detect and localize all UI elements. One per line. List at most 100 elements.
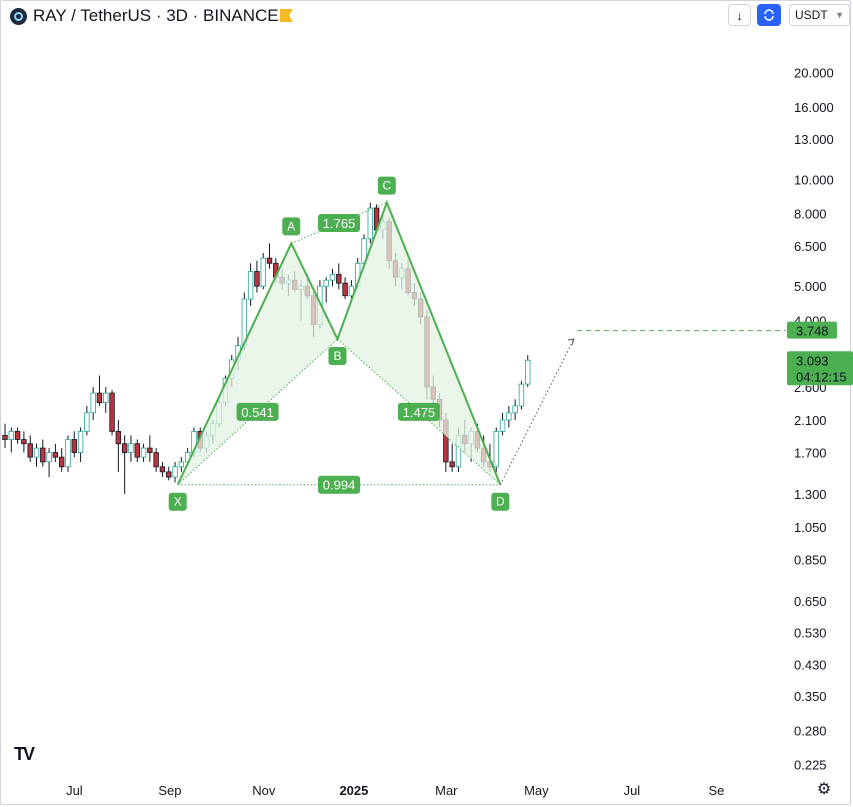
point-badge-x[interactable] [168, 492, 187, 511]
symbol-logo-icon [10, 8, 27, 25]
point-label-c: C [382, 179, 391, 193]
candle-body [58, 456, 65, 468]
candle-body [21, 439, 27, 445]
candle-body [109, 392, 115, 432]
candle-body [8, 430, 14, 440]
candle-body [367, 207, 373, 240]
target-price-label: 3.748 [796, 324, 829, 339]
ratio-badge[interactable] [236, 402, 279, 421]
candle-body [96, 392, 103, 404]
candle-body [518, 383, 525, 407]
candle-body [115, 430, 122, 445]
candle-body [46, 452, 52, 463]
candle-body [166, 471, 172, 478]
sync-icon [764, 9, 774, 21]
currency-select[interactable]: USDT ▼ [789, 4, 850, 26]
y-tick-label: 1.700 [794, 446, 827, 461]
y-tick-label: 8.000 [794, 207, 827, 222]
arrow-down-icon: ↓ [736, 7, 743, 23]
y-tick-label: 0.850 [794, 552, 827, 567]
tradingview-logo[interactable]: TV [14, 744, 35, 764]
candle-body [65, 439, 71, 468]
x-tick-label: Sep [158, 783, 181, 798]
candle-body [71, 439, 77, 453]
candle-body [84, 412, 90, 432]
candle-body [90, 392, 96, 414]
x-tick-label: Se [708, 783, 724, 798]
pattern-fill-bcd [337, 202, 501, 485]
candle-body [493, 430, 499, 468]
ratio-label: 0.541 [241, 405, 274, 420]
point-label-a: A [287, 219, 295, 233]
candle-body [348, 285, 355, 297]
download-button[interactable]: ↓ [728, 4, 751, 26]
x-tick-label: Jul [66, 783, 83, 798]
y-tick-label: 13.000 [794, 132, 834, 147]
y-tick-label: 1.050 [794, 520, 827, 535]
pattern-legs[interactable] [176, 199, 502, 486]
candle-body [506, 412, 512, 421]
projection-arrow-icon [567, 338, 575, 346]
x-tick-label: May [524, 783, 549, 798]
candle-body [103, 392, 109, 404]
point-badge-b[interactable] [328, 347, 347, 366]
point-badge-c[interactable] [377, 176, 396, 195]
pattern-fill-xab [177, 243, 338, 485]
point-badge-a[interactable] [282, 217, 301, 236]
candle-body [27, 443, 33, 458]
last-price-badge [787, 351, 853, 386]
candle-body [512, 405, 518, 414]
candle-body [525, 359, 531, 385]
candle-body [33, 447, 40, 458]
symbol-title[interactable]: RAY / TetherUS · 3D · BINANCE [33, 6, 279, 25]
x-tick-label: Mar [435, 783, 458, 798]
currency-label: USDT [795, 8, 828, 22]
candle-body [14, 430, 21, 440]
candle-body [172, 466, 178, 478]
chart-header: RAY / TetherUS · 3D · BINANCE ↓ USDT ▼ [0, 0, 853, 32]
point-label-d: D [496, 495, 505, 509]
y-tick-label: 6.500 [794, 239, 827, 254]
candle-body [323, 279, 329, 287]
candle-body [336, 273, 342, 284]
y-tick-label: 10.000 [794, 172, 834, 187]
candle-body [153, 452, 159, 468]
candle-body [247, 271, 254, 300]
candle-body [266, 257, 273, 264]
settings-gear-icon[interactable]: ⚙ [816, 781, 832, 798]
ratio-badge[interactable] [318, 213, 361, 232]
last-price-label: 3.093 [796, 353, 829, 368]
candle-body [2, 434, 8, 440]
x-tick-label: 2025 [339, 783, 368, 798]
candle-body [159, 466, 166, 473]
countdown-label: 04:12:15 [796, 369, 847, 384]
x-tick-label: Nov [252, 783, 276, 798]
y-tick-label: 20.000 [794, 65, 834, 80]
point-label-x: X [174, 495, 182, 509]
y-tick-label: 5.000 [794, 279, 827, 294]
sync-button[interactable] [757, 4, 781, 26]
ratio-badge[interactable] [397, 402, 440, 421]
point-badge-d[interactable] [491, 492, 510, 511]
ratio-label: 0.994 [323, 478, 356, 493]
candle-body [77, 430, 84, 453]
y-tick-label: 0.350 [794, 689, 827, 704]
ratio-badge[interactable] [318, 475, 361, 494]
candle-body [254, 271, 260, 287]
ratio-label: 1.765 [323, 216, 356, 231]
candle-body [40, 447, 46, 463]
target-price-badge [787, 321, 837, 339]
candle-body [147, 447, 153, 453]
y-tick-label: 2.100 [794, 413, 827, 428]
candle-body [329, 273, 336, 281]
ratio-label: 1.475 [403, 405, 436, 420]
y-tick-label: 0.280 [794, 724, 827, 739]
ratio-line-xb [177, 338, 338, 486]
candle-body [128, 443, 134, 453]
y-tick-label: 0.650 [794, 594, 827, 609]
projection-line [499, 338, 575, 485]
candle-body [121, 443, 128, 453]
candle-body [342, 282, 348, 297]
